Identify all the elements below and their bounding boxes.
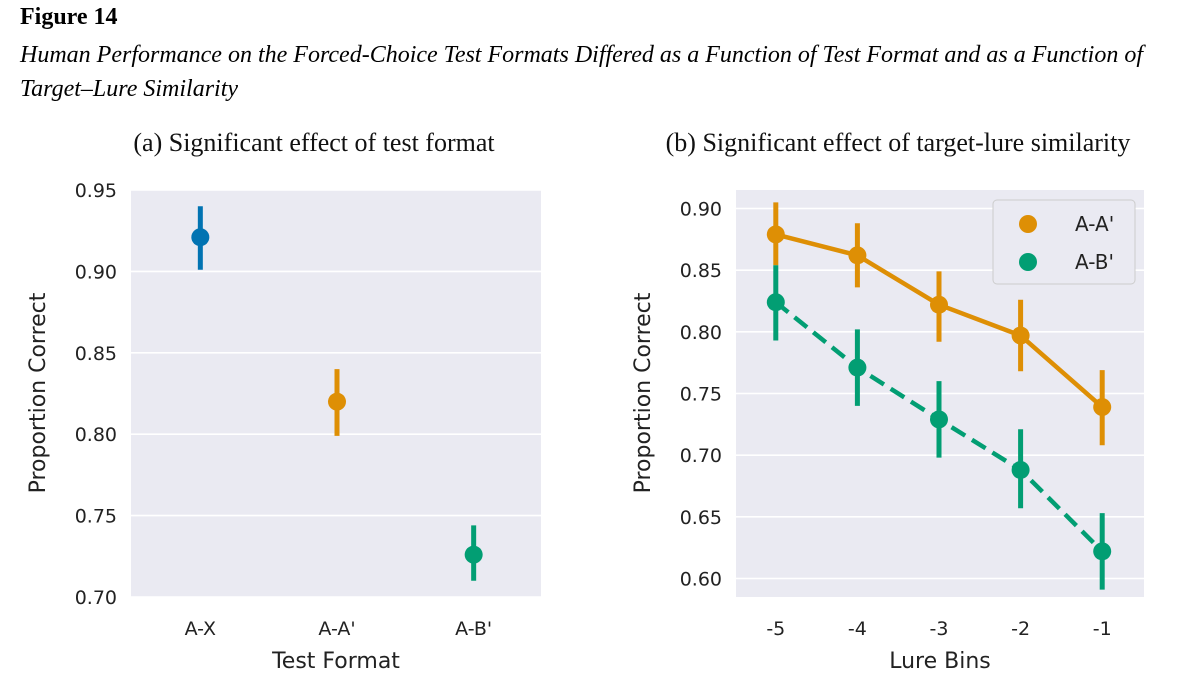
data-point [328,392,346,411]
panel-a-marks [191,206,483,581]
data-point [191,228,210,247]
data-point [848,246,867,265]
panel-b-marks [766,202,1112,590]
panel-b-y-axis-label: Proportion Correct [631,292,656,493]
legend-marker [1019,215,1037,233]
x-tick-label: -3 [930,618,949,640]
data-point [1093,398,1112,417]
y-tick-label: 0.70 [680,445,722,467]
legend-label: A-B' [1075,250,1114,274]
y-tick-label: 0.80 [75,424,117,446]
panel-b-x-ticks: -5 -4 -3 -2 -1 [766,618,1111,640]
y-tick-label: 0.70 [75,587,117,609]
x-tick-label: -2 [1011,618,1030,640]
y-tick-label: 0.90 [680,199,722,221]
panel-a-gridlines [131,189,541,598]
panel-a-y-axis-label: Proportion Correct [26,292,51,493]
data-point [848,358,867,377]
panel-a-title: (a) Significant effect of test format [133,128,495,157]
panel-b-legend: A-A' A-B' [992,199,1136,285]
figure-caption: Human Performance on the Forced-Choice T… [20,42,1144,102]
x-tick-label: A-A' [318,618,355,640]
panel-b-x-axis-label: Lure Bins [889,649,991,674]
data-point [1093,542,1112,561]
data-point [766,225,785,244]
y-tick-label: 0.75 [75,506,117,528]
data-point [464,545,483,564]
y-tick-label: 0.90 [75,261,117,283]
y-tick-label: 0.80 [680,322,722,344]
data-point [766,293,785,312]
x-tick-label: A-B' [455,618,492,640]
panel-b-title: (b) Significant effect of target-lure si… [666,128,1131,157]
y-tick-label: 0.75 [680,384,722,406]
x-tick-label: A-X [185,618,217,640]
y-tick-label: 0.60 [680,569,722,591]
panel-a-x-ticks: A-X A-A' A-B' [185,618,493,640]
panel-b-y-ticks: 0.60 0.65 0.70 0.75 0.80 0.85 0.90 [680,199,722,591]
y-tick-label: 0.85 [75,343,117,365]
figure-label: Figure 14 [20,4,118,30]
x-tick-label: -1 [1093,618,1112,640]
panel-a: (a) Significant effect of test format 0.… [26,128,541,674]
legend-label: A-A' [1075,212,1114,236]
legend-marker [1019,253,1037,271]
x-tick-label: -5 [766,618,785,640]
data-point [1011,326,1030,345]
data-point [930,410,948,429]
y-tick-label: 0.85 [680,260,722,282]
panel-b: (b) Significant effect of target-lure si… [631,128,1144,674]
data-point [1011,460,1030,479]
data-point [930,295,948,314]
x-tick-label: -4 [848,618,867,640]
panel-a-x-axis-label: Test Format [271,649,400,674]
panel-a-y-ticks: 0.70 0.75 0.80 0.85 0.90 0.95 [75,180,117,609]
y-tick-label: 0.65 [680,507,722,529]
y-tick-label: 0.95 [75,180,117,202]
